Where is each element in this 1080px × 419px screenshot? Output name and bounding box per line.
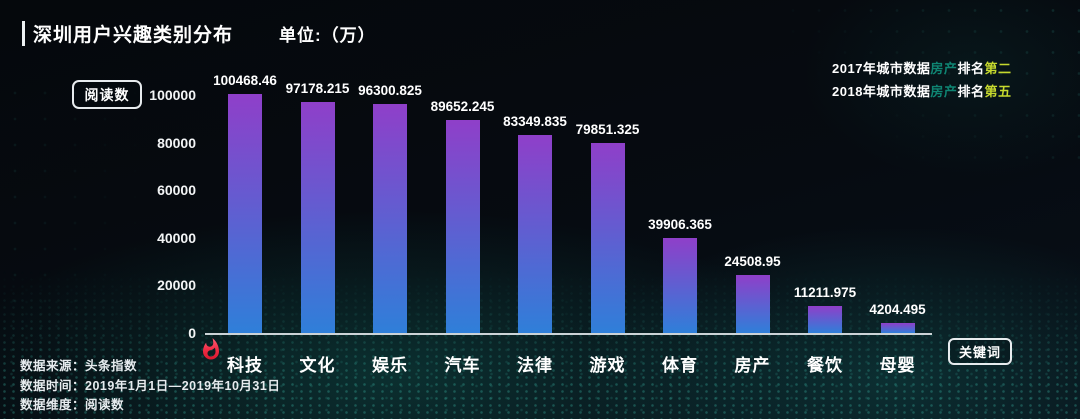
category-label: 汽车 [444,356,481,375]
y-tick-label: 20000 [157,277,196,294]
bar-value-label: 4204.495 [869,302,926,317]
bar-value-label: 24508.95 [724,254,781,269]
bar [300,102,335,333]
category-label: 房产 [734,356,771,375]
category-label: 母婴 [879,356,916,375]
y-tick-label: 80000 [157,134,196,151]
category-label: 文化 [299,356,336,375]
bar [590,143,625,333]
ranking-keyword: 房产 [930,84,958,99]
x-axis-line [205,333,932,335]
category-label: 法律 [517,356,553,375]
bar-value-label: 79851.325 [575,122,640,137]
unit-label: 单位:（万） [279,26,376,45]
ranking-prefix: 2018年城市数据 [832,84,931,99]
header: 深圳用户兴趣类别分布 单位:（万） [22,20,376,47]
category-label: 科技 [227,356,263,375]
bar-value-label: 100468.46 [213,73,277,88]
title-accent-bar [22,21,25,46]
ranking-line-2017: 2017年城市数据房产排名第二 [832,57,1011,80]
ranking-prefix: 2017年城市数据 [832,61,931,76]
y-tick-label: 0 [188,325,196,341]
ranking-rank: 第五 [984,84,1012,99]
data-dimension-line: 数据维度：阅读数 [20,398,125,412]
ranking-legend: 2017年城市数据房产排名第二 2018年城市数据房产排名第五 [832,57,1011,103]
data-source-line: 数据来源：头条指数 [20,359,138,373]
page-title: 深圳用户兴趣类别分布 [33,25,234,46]
bar [518,135,552,333]
bar [880,323,915,333]
flame-icon [203,338,219,360]
bar [808,306,842,333]
ranking-middle: 排名 [957,84,985,99]
category-label: 餐饮 [807,356,843,375]
y-axis-metric-label: 阅读数 [84,86,130,103]
bar-value-label: 83349.835 [503,114,567,129]
category-label: 游戏 [589,356,626,375]
bar [373,104,407,333]
bar-value-label: 39906.365 [648,217,712,232]
bar [663,238,697,333]
category-label: 娱乐 [372,356,408,375]
data-notes: 数据来源：头条指数 数据时间：2019年1月1日—2019年10月31日 数据维… [20,357,280,416]
ranking-rank: 第二 [984,61,1012,76]
keyword-box: 关键词 [948,338,1012,365]
bar [735,275,770,333]
category-label: 体育 [662,356,698,375]
ranking-middle: 排名 [957,61,985,76]
keyword-box-label: 关键词 [958,345,1001,360]
y-tick-label: 40000 [157,229,196,246]
bar-value-label: 89652.245 [430,99,495,114]
data-period-line: 数据时间：2019年1月1日—2019年10月31日 [20,378,281,393]
y-tick-label: 60000 [157,182,196,199]
bar [228,94,262,333]
bar-value-label: 11211.975 [793,285,857,300]
bar-value-label: 96300.825 [358,83,422,98]
y-axis-metric-box: 阅读数 [72,80,142,109]
ranking-line-2018: 2018年城市数据房产排名第五 [832,80,1011,103]
bar [445,120,480,333]
bar-value-label: 97178.215 [285,81,350,96]
ranking-keyword: 房产 [930,61,958,76]
y-tick-label: 100000 [149,87,196,103]
